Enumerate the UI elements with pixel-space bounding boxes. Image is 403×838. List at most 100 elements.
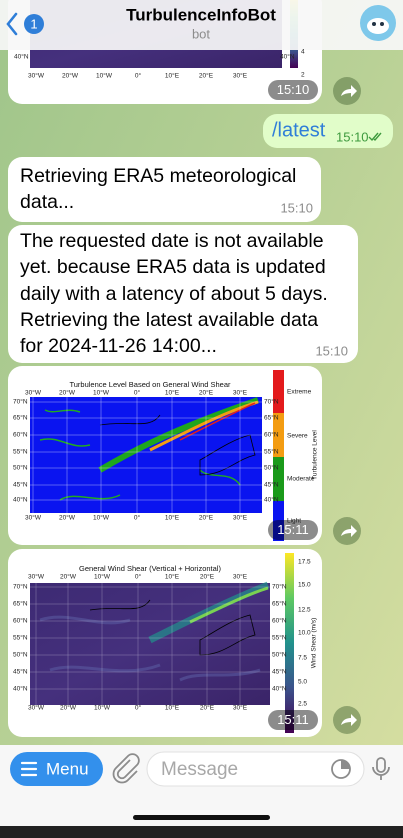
map-lat-label: 65°N [13, 414, 28, 422]
map-lon-label: 10°W [93, 514, 110, 522]
map-lon-label: 0° [135, 704, 142, 712]
colorbar-tick-label: 2.5 [298, 701, 307, 708]
message-line: The requested date is not available [20, 230, 324, 252]
colorbar-tick-label: 12.5 [298, 607, 311, 614]
chat-title: TurbulenceInfoBot [126, 5, 276, 24]
map-lon-label: 10°W [93, 389, 110, 397]
colorbar-segment [273, 457, 284, 501]
chat-subtitle: bot [192, 26, 210, 41]
map-lat-label: 70°N [13, 398, 28, 406]
map-lat-label: 55°N [13, 448, 28, 456]
map-lat-label: 55°N [13, 634, 28, 642]
message-line: for 2024-11-26 14:00... [20, 335, 217, 357]
map-lat-label: 70°N [272, 583, 287, 591]
time-pill [268, 80, 318, 100]
forward-button[interactable] [333, 77, 361, 105]
map-lon-label: 20°E [200, 573, 215, 581]
map-lon-label: 30°E [233, 389, 248, 397]
avatar[interactable] [360, 5, 396, 41]
map-lon-label: 30°E [233, 514, 248, 522]
message-line: Retrieving the latest available data [20, 309, 318, 331]
map-lat-label: 40°N [13, 685, 28, 693]
home-indicator [133, 815, 270, 820]
map-lon-label: 10°W [94, 573, 111, 581]
map-lon-label: 30°E [233, 573, 248, 581]
map-lat-label: 40°N [264, 496, 279, 504]
message-line: daily with a latency of about 5 days. [20, 283, 328, 305]
text-bubble [8, 225, 358, 363]
map-lat-label: 60°N [13, 617, 28, 625]
message-time: 15:10 [336, 129, 369, 144]
map-features [39, 397, 259, 501]
map-lat-label: 55°N [264, 448, 279, 456]
time-pill [268, 710, 318, 730]
chart-title: Turbulence Level Based on General Wind S… [69, 380, 231, 389]
map-lon-label: 30°E [233, 704, 248, 712]
map-lon-label: 30°W [28, 573, 45, 581]
map-lon-label: 20°W [62, 72, 79, 80]
colorbar-tick-label: Severe [287, 433, 308, 440]
map-lat-label: 55°N [272, 634, 287, 642]
message-time: 15:10 [277, 82, 310, 97]
map-lon-label: 10°E [165, 72, 180, 80]
map-features [39, 581, 270, 682]
map-lat-label: 40°N [14, 53, 29, 61]
time-pill [268, 520, 318, 540]
forward-button[interactable] [333, 517, 361, 545]
colorbar-segment [273, 370, 284, 413]
colorbar-tick-label: Moderate [287, 476, 315, 483]
forward-button[interactable] [333, 706, 361, 734]
map-lat-label: 65°N [272, 600, 287, 608]
read-checks [368, 132, 382, 142]
map-lon-label: 10°W [96, 72, 113, 80]
map-lon-label: 20°W [60, 573, 77, 581]
menu-button[interactable] [10, 752, 103, 786]
text-bubble [8, 157, 321, 222]
map-lat-label: 50°N [264, 464, 279, 472]
colorbar-label: Turbulence Level [312, 430, 319, 480]
chart-title: General Wind Shear (Vertical + Horizonta… [79, 564, 221, 573]
map-lat-label: 70°N [13, 583, 28, 591]
map-lat-label: 60°N [272, 617, 287, 625]
map-lat-label: 45°N [264, 481, 279, 489]
map-lon-label: 30°W [25, 514, 42, 522]
map-lon-label: 20°W [59, 389, 76, 397]
colorbar [285, 553, 294, 733]
colorbar-tick-label: 10.0 [298, 630, 311, 637]
map-lat-label: 70°N [264, 398, 279, 406]
map-lat-label: 45°N [272, 668, 287, 676]
colorbar-segment [273, 413, 284, 457]
colorbar-tick-label: 7.5 [298, 655, 307, 662]
message-line: Retrieving ERA5 meteorological [20, 165, 296, 187]
map-lon-label: 0° [135, 72, 142, 80]
colorbar-tick-label: 15.0 [298, 582, 311, 589]
map-lon-label: 10°W [94, 704, 111, 712]
back-button[interactable] [6, 12, 18, 36]
colorbar-label: Wind Shear (m/s) [311, 618, 318, 669]
header [0, 0, 403, 50]
colorbar-segment [273, 501, 284, 541]
map-lat-label: 60°N [13, 431, 28, 439]
map-lon-label: 10°E [165, 573, 180, 581]
attach-button[interactable] [112, 753, 140, 784]
colorbar-tick-label: 4 [301, 49, 305, 56]
message-input[interactable] [146, 751, 365, 787]
map-lon-label: 30°E [233, 72, 248, 80]
map-lon-label: 20°W [59, 514, 76, 522]
colorbar-tick-label: Extreme [287, 389, 312, 396]
mic-button[interactable] [372, 757, 390, 780]
input-placeholder: Message [161, 759, 238, 780]
map-lon-label: 0° [135, 573, 142, 581]
message-line: yet. because ERA5 data is updated [20, 256, 326, 278]
map-lat-label: 40°N [272, 685, 287, 693]
sticker-button[interactable] [331, 759, 351, 779]
message-line: data... [20, 191, 74, 213]
map-lat-label: 40°N [13, 496, 28, 504]
map-lon-label: 10°E [165, 704, 180, 712]
menu-label: Menu [46, 759, 89, 778]
colorbar-tick-label: 17.5 [298, 559, 311, 566]
message-time: 15:10 [280, 200, 313, 215]
colorbar-tick-label: 2 [301, 72, 305, 79]
bottom-edge [0, 826, 403, 838]
map-lon-label: 20°E [199, 72, 214, 80]
